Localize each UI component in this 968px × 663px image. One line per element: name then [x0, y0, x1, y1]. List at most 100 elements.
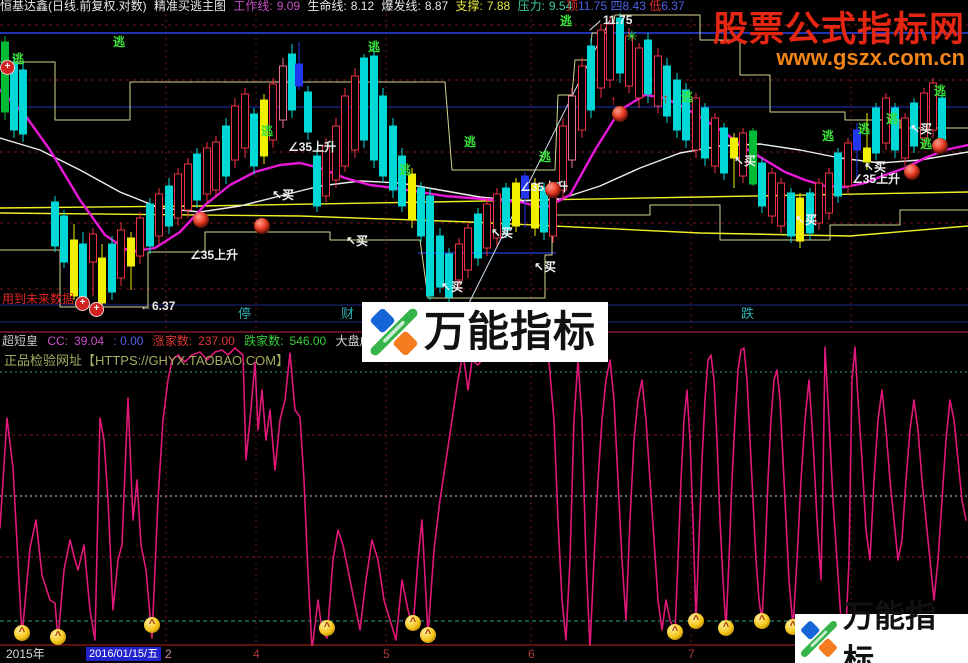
- future-data-warning: 用到未来数据: [2, 292, 75, 306]
- sell-signal-label: 逃: [858, 122, 871, 136]
- decliners-label: 跌家数:: [244, 334, 284, 348]
- four-label: 四: [610, 0, 623, 13]
- sell-signal-label: 逃: [113, 35, 126, 49]
- candle-body: [127, 237, 135, 267]
- sell-signal-label: 逃: [886, 112, 899, 126]
- support-value: 7.88: [486, 0, 511, 13]
- candle-body: [512, 182, 520, 227]
- cc-value: 39.04: [74, 334, 105, 348]
- candle-body: [606, 23, 614, 81]
- candle-body: [1, 41, 9, 113]
- candle-body: [370, 55, 378, 161]
- candle-body: [212, 141, 220, 191]
- candle-body: [891, 107, 899, 151]
- candle-body: [295, 63, 303, 87]
- indicator-name: 精准买逃主图: [154, 0, 227, 13]
- candle-body: [815, 182, 823, 224]
- gold-chevron-icon: ^: [667, 624, 683, 640]
- top-right-stats: 顶11.75 四8.43 低6.37: [566, 0, 685, 13]
- red-cross-icon: +: [0, 60, 15, 75]
- gold-chevron-icon: ^: [319, 620, 335, 636]
- candle-body: [89, 233, 97, 263]
- gold-chevron-icon: ^: [420, 627, 436, 643]
- support-label: 支撑:: [455, 0, 483, 13]
- support-2-line: [0, 212, 968, 237]
- candle-body: [502, 187, 510, 231]
- watermark-site-name: 股票公式指标网: [712, 10, 965, 49]
- trend-angle-label: ∠35上升: [288, 140, 337, 154]
- cc-label: CC:: [47, 334, 69, 348]
- candle-body: [531, 183, 539, 229]
- sell-signal-label: 逃: [560, 14, 573, 28]
- sell-signal-label: 逃: [539, 150, 552, 164]
- gold-chevron-icon: ^: [144, 617, 160, 633]
- candle-body: [521, 175, 529, 199]
- gold-chevron-icon: ^: [50, 629, 66, 645]
- buy-signal-label: ↖买: [491, 226, 514, 240]
- red-sphere-icon: [612, 106, 628, 122]
- red-cross-icon: +: [75, 296, 90, 311]
- candle-body: [654, 55, 662, 107]
- candle-body: [616, 17, 624, 74]
- axis-year-label: 2015年: [6, 647, 45, 661]
- gold-chevron-icon: ^: [718, 620, 734, 636]
- watermark-site-url: www.gszx.com.cn: [776, 45, 965, 70]
- candle-body: [332, 125, 340, 181]
- pressure-label: 压力:: [517, 0, 545, 13]
- candle-body: [587, 45, 595, 111]
- candle-body: [493, 193, 501, 239]
- candle-body: [117, 229, 125, 279]
- candle-body: [279, 65, 287, 121]
- sub-indicator-header: 超短皇 CC: 39.04 : 0.00 涨家数: 237.00 跌家数: 546.0…: [2, 334, 390, 348]
- candle-body: [692, 97, 700, 151]
- center-watermark: 万能指标: [362, 302, 608, 362]
- candle-body: [136, 217, 144, 257]
- trend-angle-label: ∠35上升: [852, 172, 901, 186]
- candle-body: [260, 99, 268, 157]
- candle-body: [568, 95, 576, 161]
- axis-month-label: 4: [253, 647, 260, 661]
- candle-body: [360, 57, 368, 141]
- red-sphere-icon: [193, 212, 209, 228]
- candle-body: [184, 163, 192, 211]
- candle-body: [882, 97, 890, 144]
- work-line-value: 9.09: [276, 0, 301, 13]
- stock-title: 恒基达鑫(日线.前复权.对数): [0, 0, 147, 13]
- candle-body: [796, 197, 804, 242]
- candle-body: [739, 132, 747, 177]
- candle-body: [929, 82, 937, 131]
- sell-signal-label: 逃: [12, 52, 25, 66]
- buy-signal-label: ↖买: [795, 213, 818, 227]
- extra-value: : 0.00: [113, 334, 144, 348]
- candle-body: [165, 185, 173, 227]
- candle-body: [341, 95, 349, 167]
- candle-body: [673, 79, 681, 131]
- wannengzhibiao-logo-icon: [370, 308, 418, 356]
- candle-body: [193, 153, 201, 201]
- candle-body: [578, 65, 586, 131]
- sell-signal-label: 逃: [368, 40, 381, 54]
- sell-signal-label: 逃: [399, 163, 412, 177]
- lower-channel-line: [0, 204, 968, 308]
- gold-chevron-icon: ^: [754, 613, 770, 629]
- candle-body: [269, 83, 277, 141]
- gold-chevron-icon: ^: [405, 615, 421, 631]
- time-axis[interactable]: 2015年 2016/01/15/五 2 4 5 6 7: [0, 646, 968, 663]
- candle-body: [250, 113, 258, 167]
- advancers-label: 涨家数:: [152, 334, 193, 348]
- candle-body: [682, 89, 690, 141]
- candle-body: [108, 243, 116, 293]
- axis-month-label: 5: [383, 647, 390, 661]
- buy-signal-label: ↖买: [910, 122, 933, 136]
- candle-body: [174, 173, 182, 219]
- candle-body: [663, 65, 671, 117]
- low-price-label: ←6.37: [140, 299, 176, 313]
- sell-signal-label: 逃: [934, 84, 947, 98]
- candle-body: [222, 125, 230, 177]
- axis-month-label: 7: [688, 647, 695, 661]
- candle-body: [777, 182, 785, 227]
- buy-signal-label: ↖买: [734, 154, 757, 168]
- four-value: 8.43: [622, 0, 646, 13]
